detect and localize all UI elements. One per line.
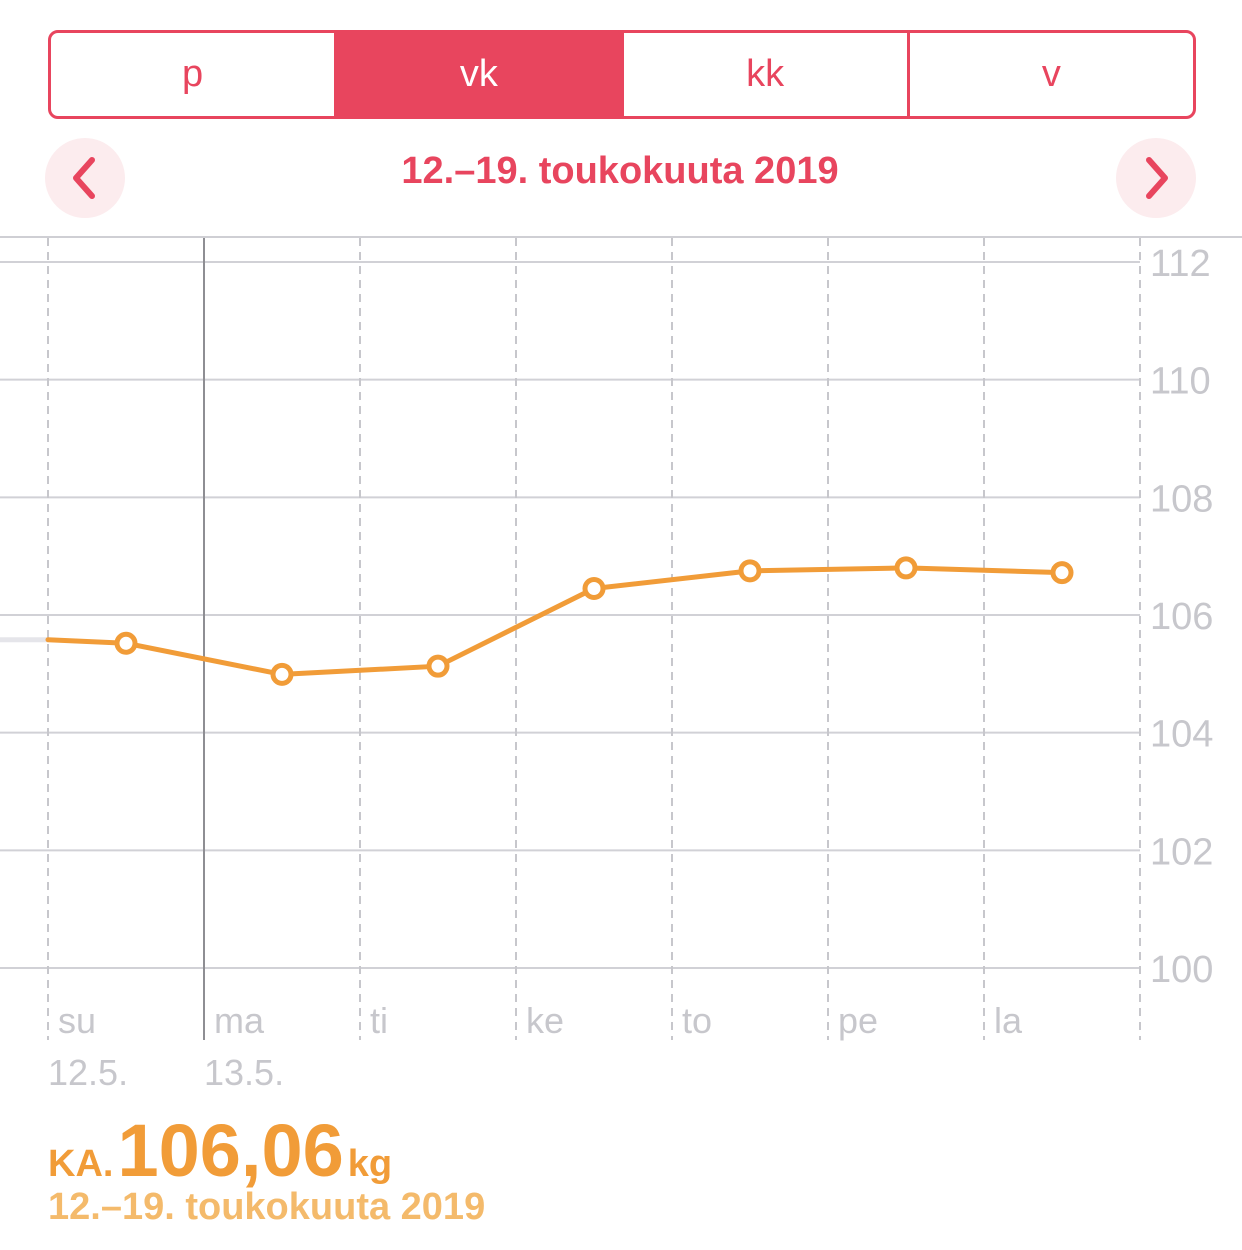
data-point [114,631,138,655]
segment-month[interactable]: kk [620,33,907,116]
chevron-right-icon [1146,157,1168,199]
data-point [270,662,294,686]
y-tick-label: 112 [1150,243,1211,285]
x-day-label: la [994,1000,1023,1041]
summary-date-range: 12.–19. toukokuuta 2019 [48,1186,486,1228]
y-tick-label: 102 [1150,831,1213,873]
x-day-label: ti [370,1000,388,1041]
data-point [738,559,762,583]
chevron-left-icon [73,157,95,199]
y-tick-label: 110 [1150,361,1211,403]
series-lead-in [45,637,129,646]
data-point [582,577,606,601]
y-tick-label: 108 [1150,478,1213,520]
x-date-label: 13.5. [204,1052,284,1093]
time-range-segmented-control: p vk kk v [48,30,1196,119]
data-point [426,654,450,678]
x-day-label: ma [214,1000,265,1041]
y-tick-label: 106 [1150,596,1213,638]
data-point [1050,561,1074,585]
x-day-label: su [58,1000,96,1041]
segment-day[interactable]: p [182,53,204,95]
x-day-label: pe [838,1000,878,1041]
date-range-title: 12.–19. toukokuuta 2019 [401,150,839,192]
x-date-label: 12.5. [48,1052,128,1093]
data-point [894,556,918,580]
average-unit: kg [347,1143,393,1185]
segment-year[interactable]: v [906,33,1193,116]
segment-week[interactable]: vk [334,33,621,116]
y-tick-label: 100 [1150,949,1213,991]
average-summary: KA.106,06 kg [48,1108,392,1193]
weight-line-chart[interactable]: 112 110 108 106 104 102 100 su ma ti ke to pe la 12.5.… [0,236,1242,1106]
average-value: 106,06 [117,1109,344,1192]
y-tick-label: 104 [1150,714,1213,756]
previous-period-button[interactable] [45,138,125,218]
x-day-label: to [682,1000,712,1041]
x-day-label: ke [526,1000,564,1041]
next-period-button[interactable] [1116,138,1196,218]
average-label: KA. [48,1143,114,1185]
